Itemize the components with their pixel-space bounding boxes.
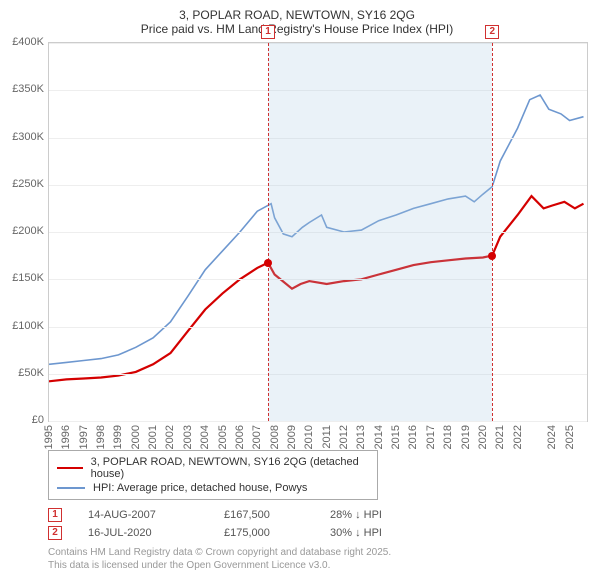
y-tick-label: £50K xyxy=(18,367,44,379)
sale-row: 1 14-AUG-2007 £167,500 28% ↓ HPI xyxy=(48,508,588,522)
x-tick-label: 2008 xyxy=(269,425,281,449)
title-address: 3, POPLAR ROAD, NEWTOWN, SY16 2QG xyxy=(6,8,588,22)
x-tick-label: 2022 xyxy=(512,425,524,449)
sale-marker-id: 1 xyxy=(48,508,62,522)
footer-line1: Contains HM Land Registry data © Crown c… xyxy=(48,546,588,559)
x-tick-label: 2013 xyxy=(355,425,367,449)
legend-item: HPI: Average price, detached house, Powy… xyxy=(57,481,369,495)
y-tick-label: £250K xyxy=(12,178,44,190)
x-tick-label: 2018 xyxy=(442,425,454,449)
footer-line2: This data is licensed under the Open Gov… xyxy=(48,559,588,572)
x-tick-label: 2001 xyxy=(147,425,159,449)
y-tick-label: £400K xyxy=(12,36,44,48)
x-tick-label: 1997 xyxy=(78,425,90,449)
sale-point xyxy=(488,252,496,260)
sale-date: 16-JUL-2020 xyxy=(88,527,198,539)
x-tick-label: 2019 xyxy=(460,425,472,449)
sale-price: £175,000 xyxy=(224,527,304,539)
sale-marker-id: 2 xyxy=(48,526,62,540)
sale-date: 14-AUG-2007 xyxy=(88,509,198,521)
x-tick-label: 2003 xyxy=(182,425,194,449)
marker-box: 2 xyxy=(485,25,499,39)
chart-container: 3, POPLAR ROAD, NEWTOWN, SY16 2QG Price … xyxy=(0,0,600,560)
x-tick-label: 2014 xyxy=(373,425,385,449)
x-tick-label: 2011 xyxy=(321,425,333,449)
title-subtitle: Price paid vs. HM Land Registry's House … xyxy=(6,22,588,36)
y-axis: £0£50K£100K£150K£200K£250K£300K£350K£400… xyxy=(6,42,48,422)
shaded-region xyxy=(268,43,492,421)
legend-label: 3, POPLAR ROAD, NEWTOWN, SY16 2QG (detac… xyxy=(91,456,369,480)
x-tick-label: 2005 xyxy=(217,425,229,449)
y-tick-label: £150K xyxy=(12,272,44,284)
x-tick-label: 2002 xyxy=(164,425,176,449)
dashed-line xyxy=(268,43,269,421)
x-tick-label: 2024 xyxy=(546,425,558,449)
legend: 3, POPLAR ROAD, NEWTOWN, SY16 2QG (detac… xyxy=(48,450,378,500)
sale-price: £167,500 xyxy=(224,509,304,521)
y-tick-label: £350K xyxy=(12,83,44,95)
gridline xyxy=(49,421,587,422)
y-tick-label: £100K xyxy=(12,320,44,332)
x-tick-label: 1996 xyxy=(60,425,72,449)
x-tick-label: 1995 xyxy=(43,425,55,449)
y-tick-label: £200K xyxy=(12,225,44,237)
x-tick-label: 2007 xyxy=(251,425,263,449)
legend-swatch xyxy=(57,467,83,469)
footer: Contains HM Land Registry data © Crown c… xyxy=(48,546,588,572)
x-tick-label: 2012 xyxy=(338,425,350,449)
x-tick-label: 1999 xyxy=(112,425,124,449)
x-tick-label: 2004 xyxy=(199,425,211,449)
sale-diff: 28% ↓ HPI xyxy=(330,509,382,521)
x-tick-label: 2017 xyxy=(425,425,437,449)
dashed-line xyxy=(492,43,493,421)
x-tick-label: 2010 xyxy=(303,425,315,449)
sales-table: 1 14-AUG-2007 £167,500 28% ↓ HPI 2 16-JUL-202… xyxy=(48,508,588,540)
x-tick-label: 2006 xyxy=(234,425,246,449)
legend-item: 3, POPLAR ROAD, NEWTOWN, SY16 2QG (detac… xyxy=(57,455,369,481)
x-tick-label: 2025 xyxy=(564,425,576,449)
x-tick-label: 2009 xyxy=(286,425,298,449)
x-tick-label: 1998 xyxy=(95,425,107,449)
sale-diff: 30% ↓ HPI xyxy=(330,527,382,539)
y-tick-label: £300K xyxy=(12,131,44,143)
x-tick-label: 2015 xyxy=(390,425,402,449)
plot-area: 1995199619971998199920002001200220032004… xyxy=(48,42,588,422)
x-tick-label: 2000 xyxy=(130,425,142,449)
legend-swatch xyxy=(57,487,85,489)
title-block: 3, POPLAR ROAD, NEWTOWN, SY16 2QG Price … xyxy=(6,8,588,36)
x-tick-label: 2016 xyxy=(407,425,419,449)
chart-area: £0£50K£100K£150K£200K£250K£300K£350K£400… xyxy=(6,42,588,422)
marker-box: 1 xyxy=(261,25,275,39)
sale-point xyxy=(264,259,272,267)
x-tick-label: 2020 xyxy=(477,425,489,449)
x-tick-label: 2021 xyxy=(494,425,506,449)
sale-row: 2 16-JUL-2020 £175,000 30% ↓ HPI xyxy=(48,526,588,540)
legend-label: HPI: Average price, detached house, Powy… xyxy=(93,482,307,494)
